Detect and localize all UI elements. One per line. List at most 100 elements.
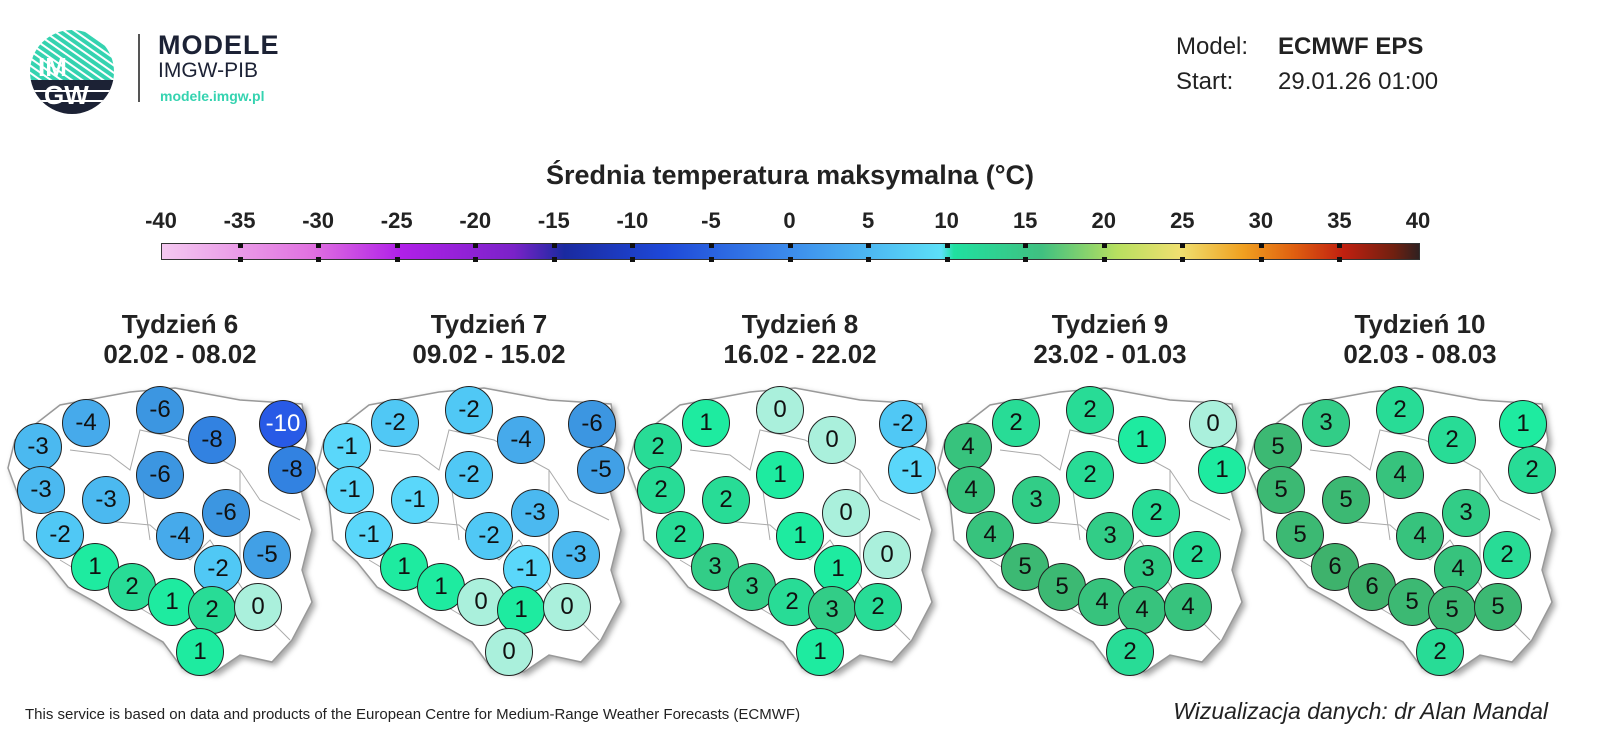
region-temperature-bubble: 2 xyxy=(1428,416,1476,464)
poland-map xyxy=(627,387,933,673)
region-temperature-bubble: 2 xyxy=(1416,628,1464,676)
colorbar-tick-mark xyxy=(866,243,872,248)
svg-text:IM: IM xyxy=(38,52,67,82)
region-temperature-bubble: 2 xyxy=(1376,386,1424,434)
brand-subtitle: IMGW-PIB xyxy=(158,59,258,82)
region-temperature-bubble: 5 xyxy=(1257,466,1305,514)
region-temperature-bubble: 5 xyxy=(1322,476,1370,524)
region-temperature-bubble: 1 xyxy=(497,586,545,634)
region-temperature-bubble: -8 xyxy=(188,416,236,464)
week-header: Tydzień 6 02.02 - 08.02 xyxy=(30,309,330,369)
region-temperature-bubble: -4 xyxy=(497,416,545,464)
week-header: Tydzień 9 23.02 - 01.03 xyxy=(960,309,1260,369)
region-temperature-bubble: 2 xyxy=(1132,489,1180,537)
region-temperature-bubble: 2 xyxy=(1066,451,1114,499)
week-name: Tydzień 6 xyxy=(121,309,239,339)
region-temperature-bubble: -3 xyxy=(82,476,130,524)
colorbar-tick-label: -20 xyxy=(459,208,492,233)
colorbar-tick-label: -10 xyxy=(616,208,649,233)
region-border xyxy=(689,429,921,521)
region-temperature-bubble: -4 xyxy=(62,399,110,447)
poland-map xyxy=(316,387,622,673)
region-temperature-bubble: -2 xyxy=(194,545,242,593)
region-temperature-bubble: 3 xyxy=(808,586,856,634)
region-temperature-bubble: -10 xyxy=(259,400,307,448)
colorbar-tick-mark xyxy=(1180,257,1186,262)
colorbar-tick-mark xyxy=(630,243,636,248)
region-temperature-bubble: -6 xyxy=(568,400,616,448)
region-temperature-bubble: 1 xyxy=(176,628,224,676)
region-temperature-bubble: 3 xyxy=(1442,489,1490,537)
colorbar-tick-mark xyxy=(551,257,557,262)
week-header: Tydzień 10 02.03 - 08.03 xyxy=(1270,309,1570,369)
region-temperature-bubble: -1 xyxy=(323,423,371,471)
region-temperature-bubble: -6 xyxy=(202,489,250,537)
region-temperature-bubble: 3 xyxy=(1086,512,1134,560)
colorbar-tick-mark xyxy=(1023,257,1029,262)
credit-note: Wizualizacja danych: dr Alan Mandal xyxy=(1173,698,1548,724)
colorbar-tick-mark xyxy=(1180,243,1186,248)
region-temperature-bubble: 1 xyxy=(1198,446,1246,494)
week-name: Tydzień 10 xyxy=(1354,309,1486,339)
region-temperature-bubble: 0 xyxy=(485,628,533,676)
region-temperature-bubble: 2 xyxy=(188,586,236,634)
region-temperature-bubble: 0 xyxy=(457,578,505,626)
colorbar-tick-mark xyxy=(316,243,322,248)
colorbar-tick-label: -35 xyxy=(223,208,256,233)
region-temperature-bubble: 2 xyxy=(637,466,685,514)
region-temperature-bubble: 2 xyxy=(1173,531,1221,579)
region-temperature-bubble: -2 xyxy=(371,399,419,447)
colorbar-tick-label: 15 xyxy=(1012,208,1038,233)
region-temperature-bubble: 0 xyxy=(863,531,911,579)
colorbar-tick-label: 20 xyxy=(1091,208,1116,233)
brand-url[interactable]: modele.imgw.pl xyxy=(160,88,265,104)
region-temperature-bubble: -2 xyxy=(445,451,493,499)
region-temperature-bubble: 4 xyxy=(1078,578,1126,626)
region-temperature-bubble: 2 xyxy=(634,423,682,471)
logo-divider xyxy=(138,34,140,102)
model-value: ECMWF EPS xyxy=(1278,33,1424,60)
colorbar-tick-mark xyxy=(787,257,793,262)
colorbar-tick-mark xyxy=(316,257,322,262)
region-temperature-bubble: 0 xyxy=(822,489,870,537)
region-temperature-bubble: -2 xyxy=(465,512,513,560)
region-temperature-bubble: 5 xyxy=(1428,586,1476,634)
region-temperature-bubble: -1 xyxy=(503,545,551,593)
poland-map xyxy=(7,387,313,673)
colorbar-tick-label: -25 xyxy=(380,208,413,233)
region-temperature-bubble: 4 xyxy=(1376,451,1424,499)
week-range: 02.03 - 08.03 xyxy=(1343,339,1497,369)
region-border xyxy=(69,429,301,521)
region-temperature-bubble: -2 xyxy=(445,386,493,434)
colorbar-tick-mark xyxy=(1337,257,1343,262)
region-temperature-bubble: -1 xyxy=(326,466,374,514)
region-temperature-bubble: 3 xyxy=(1302,399,1350,447)
region-temperature-bubble: -1 xyxy=(888,446,936,494)
region-temperature-bubble: 2 xyxy=(1508,446,1556,494)
colorbar-tick-label: 5 xyxy=(861,208,875,233)
colorbar-tick-mark xyxy=(866,257,872,262)
colorbar-tick-mark xyxy=(473,257,479,262)
region-temperature-bubble: -3 xyxy=(552,531,600,579)
colorbar-tick-label: -40 xyxy=(145,208,177,233)
region-temperature-bubble: 4 xyxy=(947,466,995,514)
colorbar-tick-mark xyxy=(394,243,400,248)
region-temperature-bubble: 0 xyxy=(234,583,282,631)
brand-title: MODELE xyxy=(158,30,280,60)
colorbar-tick-mark xyxy=(394,257,400,262)
region-temperature-bubble: -4 xyxy=(156,512,204,560)
region-temperature-bubble: 5 xyxy=(1388,578,1436,626)
region-temperature-bubble: 0 xyxy=(543,583,591,631)
region-temperature-bubble: -1 xyxy=(391,476,439,524)
region-temperature-bubble: 1 xyxy=(1118,416,1166,464)
colorbar-tick-mark xyxy=(1258,257,1264,262)
colorbar-tick-mark xyxy=(551,243,557,248)
region-temperature-bubble: -5 xyxy=(577,446,625,494)
region-temperature-bubble: 4 xyxy=(1396,512,1444,560)
region-temperature-bubble: -3 xyxy=(14,423,62,471)
colorbar-tick-mark xyxy=(1258,243,1264,248)
region-temperature-bubble: 0 xyxy=(756,386,804,434)
region-temperature-bubble: 2 xyxy=(854,583,902,631)
colorbar-tick-mark xyxy=(944,257,950,262)
colorbar-tick-label: 30 xyxy=(1248,208,1274,233)
